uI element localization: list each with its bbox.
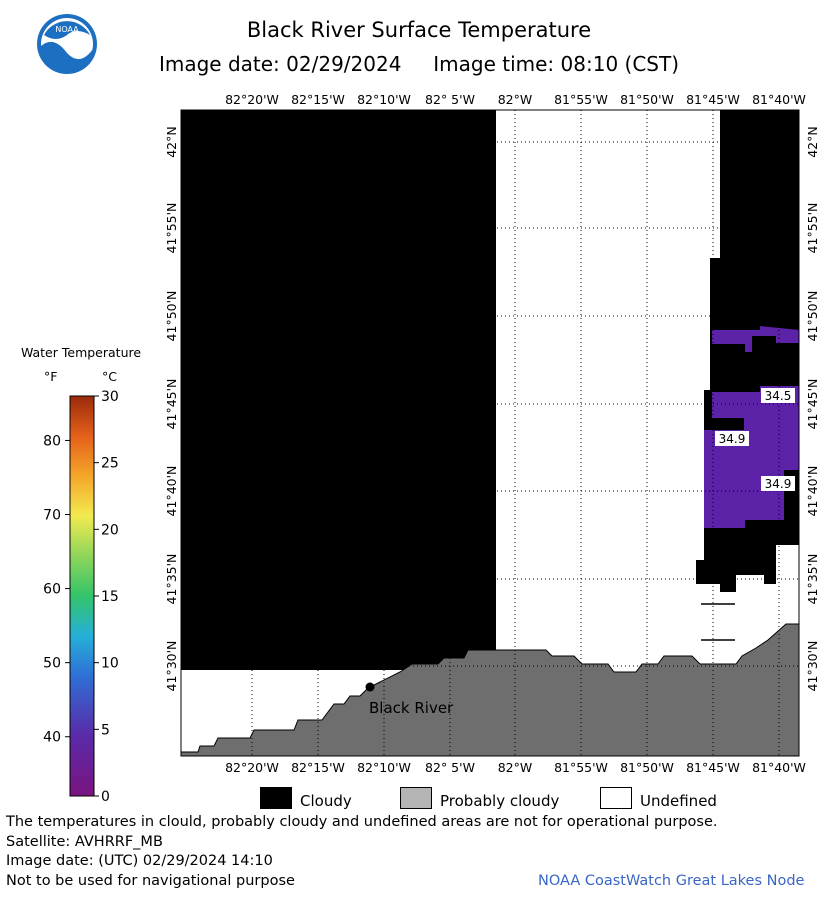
longitude-label: 82°10'W	[357, 760, 411, 775]
fahrenheit-tick-label: 60	[43, 582, 61, 598]
temp-label-bg	[715, 431, 749, 446]
image-time: 08:10 (CST)	[560, 52, 680, 76]
latitude-label: 41°55'N	[805, 203, 820, 254]
temp-label-bg	[761, 388, 795, 403]
latitude-label: 41°30'N	[164, 641, 179, 692]
image-date-label: Image date:	[158, 52, 280, 76]
colorbar-title: Water Temperature	[20, 345, 142, 360]
celsius-tick-label: 25	[101, 456, 119, 472]
legend-swatch-cloudy	[260, 787, 292, 809]
fahrenheit-tick-label: 80	[43, 433, 61, 449]
cloud-area-west	[181, 110, 496, 670]
longitude-label: 82° 5'W	[425, 760, 475, 775]
latitude-label: 41°50'N	[805, 291, 820, 342]
image-time-label: Image time:	[433, 52, 555, 76]
footer-credit: NOAA CoastWatch Great Lakes Node	[538, 873, 805, 889]
black-river-label: Black River	[369, 699, 454, 717]
undefined-gap	[776, 545, 799, 625]
water-temp-patch-south	[704, 386, 799, 528]
latitude-label: 42°N	[164, 126, 179, 158]
latitude-label: 42°N	[805, 126, 820, 158]
page-title: Black River Surface Temperature	[246, 18, 592, 42]
latitude-label: 41°30'N	[805, 641, 820, 692]
celsius-tick-label: 30	[101, 389, 119, 405]
longitude-label: 82°W	[498, 760, 533, 775]
celsius-tick-label: 0	[101, 789, 110, 805]
black-river-marker	[365, 682, 375, 692]
longitude-labels-top: 82°20'W 82°15'W 82°10'W 82° 5'W 82°W 81°55'W 8…	[225, 92, 806, 107]
unit-celsius: °C	[102, 369, 117, 384]
longitude-label: 82°10'W	[357, 92, 411, 107]
longitude-label: 81°50'W	[620, 760, 674, 775]
longitude-label: 82°15'W	[291, 760, 345, 775]
noaa-logo: NOAA	[36, 13, 98, 75]
legend-cloudy: Cloudy	[300, 792, 352, 810]
footer-utc-date: Image date: (UTC) 02/29/2024 14:10	[6, 853, 273, 869]
celsius-tick-label: 10	[101, 656, 119, 672]
footer-note: The temperatures in clould, probably clo…	[6, 814, 718, 830]
fahrenheit-tick-label: 50	[43, 656, 61, 672]
latitude-label: 41°45'N	[164, 379, 179, 430]
legend-swatch-probably-cloudy	[400, 787, 432, 809]
longitude-label: 82°W	[498, 92, 533, 107]
longitude-label: 81°55'W	[554, 760, 608, 775]
legend-probably-cloudy: Probably cloudy	[440, 792, 560, 810]
temp-label-bg	[761, 476, 795, 491]
fahrenheit-tick-label: 70	[43, 508, 61, 524]
longitude-label: 82°20'W	[225, 760, 279, 775]
fahrenheit-tick-label: 40	[43, 730, 61, 746]
longitude-label: 81°45'W	[686, 92, 740, 107]
celsius-tick-label: 15	[101, 589, 119, 605]
latitude-label: 41°40'N	[805, 466, 820, 517]
image-date: 02/29/2024	[286, 52, 402, 76]
longitude-label: 81°40'W	[752, 760, 806, 775]
legend-undefined: Undefined	[640, 792, 717, 810]
temp-label-1: 34.5	[765, 389, 792, 403]
longitude-label: 81°40'W	[752, 92, 806, 107]
latitude-label: 41°45'N	[805, 379, 820, 430]
graticule	[181, 110, 799, 756]
water-temp-patch-north	[712, 330, 799, 352]
celsius-tick-label: 5	[101, 722, 110, 738]
celsius-tick-label: 20	[101, 522, 119, 538]
latitude-labels-left: 42°N 41°55'N 41°50'N 41°45'N 41°40'N 41°35'N 4…	[164, 126, 179, 691]
longitude-label: 82° 5'W	[425, 92, 475, 107]
latitude-label: 41°55'N	[164, 203, 179, 254]
water-temp-sliver	[760, 326, 799, 333]
longitude-labels-bottom: 82°20'W 82°15'W 82°10'W 82° 5'W 82°W 81°55'W 8…	[225, 760, 806, 775]
colorbar	[69, 395, 95, 797]
longitude-label: 81°45'W	[686, 760, 740, 775]
map-frame	[180, 109, 800, 757]
longitude-label: 81°50'W	[620, 92, 674, 107]
footer-satellite: Satellite: AVHRRF_MB	[6, 834, 163, 850]
longitude-label: 82°20'W	[225, 92, 279, 107]
logo-text: NOAA	[55, 25, 79, 34]
unit-fahrenheit: °F	[44, 369, 58, 384]
longitude-label: 82°15'W	[291, 92, 345, 107]
longitude-label: 81°55'W	[554, 92, 608, 107]
latitude-label: 41°35'N	[164, 554, 179, 605]
land-area	[181, 623, 799, 756]
image-datetime: Image date: 02/29/2024 Image time: 08:10…	[0, 52, 838, 76]
footer-nav-note: Not to be used for navigational purpose	[6, 873, 295, 889]
latitude-label: 41°40'N	[164, 466, 179, 517]
temp-label-3: 34.9	[765, 477, 792, 491]
latitude-labels-right: 42°N 41°55'N 41°50'N 41°45'N 41°40'N 41°35'N 4…	[805, 126, 820, 691]
latitude-label: 41°35'N	[805, 554, 820, 605]
temp-label-2: 34.9	[719, 432, 746, 446]
latitude-label: 41°50'N	[164, 291, 179, 342]
legend-swatch-undefined	[600, 787, 632, 809]
